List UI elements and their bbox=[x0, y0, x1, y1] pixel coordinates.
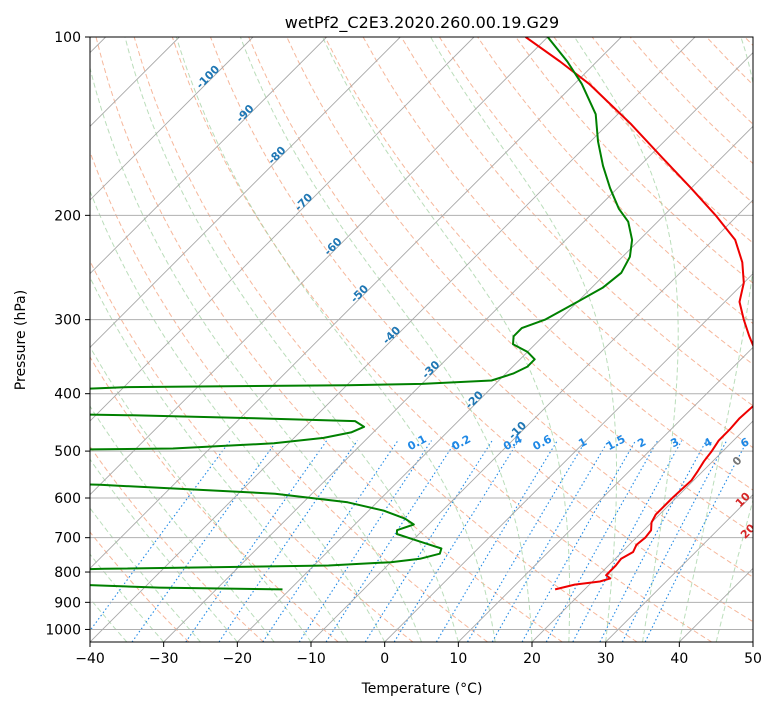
isotherm-line bbox=[163, 52, 753, 642]
mixing-ratio-line bbox=[325, 440, 457, 642]
x-tick-label: 10 bbox=[449, 651, 467, 667]
x-axis-ticks: −40 −30 −20 −10 0 10 20 30 40 50 bbox=[75, 642, 762, 667]
plot-frame bbox=[89, 36, 754, 643]
moist-adiabat-line bbox=[90, 458, 238, 642]
moist-adiabat-line bbox=[715, 498, 753, 642]
mixing-ratio-line bbox=[262, 440, 399, 642]
mixing-ratio-line bbox=[572, 440, 683, 642]
dry-adiabat-line bbox=[133, 37, 638, 642]
dry-adiabat-line bbox=[90, 445, 264, 642]
mixing-ratio-line bbox=[298, 440, 432, 642]
y-axis-label: Pressure (hPa) bbox=[13, 290, 29, 390]
moist-adiabat-line bbox=[175, 37, 496, 642]
dry-adiabat-line bbox=[324, 37, 753, 491]
x-tick-label: −30 bbox=[149, 651, 179, 667]
isotherm-line bbox=[531, 420, 753, 642]
x-tick-label: −40 bbox=[75, 651, 105, 667]
chart-title: wetPf2_C2E3.2020.260.00.19.G29 bbox=[285, 13, 559, 33]
mixing-ratio-line bbox=[491, 440, 609, 642]
moist-adiabat-line bbox=[90, 65, 422, 642]
isotherm-line bbox=[90, 37, 475, 422]
moist-adiabat-line bbox=[90, 189, 386, 642]
dry-adiabat-line bbox=[515, 37, 753, 284]
y-tick-label: 200 bbox=[54, 208, 81, 224]
x-tick-label: 50 bbox=[744, 651, 762, 667]
isotherm-gridlines bbox=[90, 37, 753, 642]
x-tick-label: 20 bbox=[523, 651, 541, 667]
isotherm-line bbox=[90, 37, 548, 496]
dry-adiabat-line bbox=[90, 531, 190, 642]
x-tick-label: −10 bbox=[296, 651, 326, 667]
dry-adiabat-line bbox=[90, 150, 488, 642]
moist-adiabat-line bbox=[574, 37, 679, 642]
isotherm-line bbox=[90, 37, 327, 275]
y-tick-label: 700 bbox=[54, 531, 81, 547]
mixing-ratio-line bbox=[131, 440, 278, 642]
x-tick-label: 30 bbox=[597, 651, 615, 667]
y-tick-label: 1000 bbox=[45, 622, 81, 638]
dry-adiabats bbox=[90, 37, 753, 642]
dry-adiabat-line bbox=[438, 37, 753, 366]
isobar-gridlines bbox=[90, 37, 753, 630]
dry-adiabat-line bbox=[248, 37, 753, 578]
mixing-ratio-line bbox=[545, 440, 659, 642]
isotherm-line bbox=[90, 37, 696, 642]
mixing-ratio-line bbox=[185, 440, 328, 642]
isotherm-line bbox=[90, 37, 401, 348]
dry-adiabat-line bbox=[95, 37, 563, 642]
moist-adiabat-line bbox=[239, 37, 533, 642]
sounding-series bbox=[90, 37, 753, 591]
isotherm-line bbox=[310, 199, 753, 642]
dry-adiabat-line bbox=[90, 356, 339, 642]
isotherm-line bbox=[90, 37, 254, 201]
mixing-ratio-line bbox=[364, 440, 493, 642]
moist-adiabats bbox=[90, 37, 753, 642]
temperature-profile-line bbox=[525, 37, 753, 591]
dry-adiabat-line bbox=[171, 37, 712, 642]
moist-adiabat-line bbox=[322, 37, 571, 642]
y-tick-label: 900 bbox=[54, 595, 81, 611]
isotherm-line bbox=[458, 346, 753, 642]
y-tick-label: 300 bbox=[54, 313, 81, 329]
isotherm-line bbox=[605, 494, 753, 642]
dewpoint-profile-line bbox=[90, 37, 634, 591]
y-tick-label: 600 bbox=[54, 491, 81, 507]
x-tick-label: 40 bbox=[670, 651, 688, 667]
isotherm-line bbox=[90, 37, 622, 569]
x-axis-label: Temperature (°C) bbox=[361, 681, 483, 697]
isotherm-line bbox=[237, 125, 753, 642]
mixing-ratio-line bbox=[467, 440, 587, 642]
mixing-ratio-line bbox=[435, 440, 558, 642]
moist-adiabat-line bbox=[90, 276, 349, 642]
mixing-ratio-line bbox=[644, 440, 748, 642]
moist-adiabat-line bbox=[678, 37, 753, 642]
mixing-ratio-line bbox=[521, 440, 637, 642]
dry-adiabat-line bbox=[400, 37, 753, 407]
x-tick-label: 0 bbox=[380, 651, 389, 667]
moist-adiabat-line bbox=[430, 37, 617, 642]
moist-adiabat-line bbox=[124, 37, 459, 642]
dry-adiabat-line bbox=[210, 37, 753, 623]
y-tick-label: 800 bbox=[54, 565, 81, 581]
y-tick-label: 100 bbox=[54, 30, 81, 46]
isotherm-line bbox=[384, 273, 753, 642]
y-axis-ticks: 100 200 300 400 500 600 700 800 900 1000 bbox=[45, 30, 90, 638]
y-tick-label: 400 bbox=[54, 387, 81, 403]
plot-area: 0.10.20.40.611.52346810131620253036-100-… bbox=[90, 37, 753, 642]
mixing-ratio-line bbox=[90, 440, 231, 632]
y-tick-label: 500 bbox=[54, 444, 81, 460]
x-tick-label: −20 bbox=[223, 651, 253, 667]
